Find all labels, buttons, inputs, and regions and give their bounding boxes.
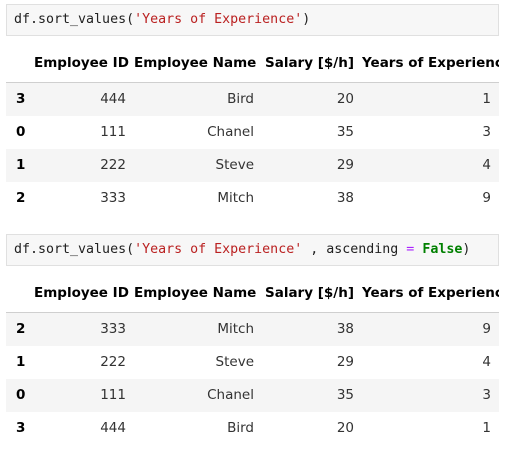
table-row: 3 444 Bird 20 1 [6, 412, 499, 445]
cell-salary: 29 [336, 157, 354, 173]
cell-years: 1 [482, 420, 491, 436]
column-header-employee-name: Employee Name [134, 274, 262, 313]
code-input-2[interactable]: df.sort_values('Years of Experience' , a… [6, 234, 499, 266]
cell-salary: 38 [336, 190, 354, 206]
cell-years: 9 [482, 321, 491, 338]
code-text: ) [302, 12, 311, 27]
table-row: 1 222 Steve 29 4 [6, 346, 499, 379]
cell-years: 9 [482, 190, 491, 206]
cell-employee-name: Bird [227, 420, 254, 436]
cell-employee-name: Bird [227, 91, 254, 108]
cell-employee-id: 444 [100, 91, 126, 108]
table-row: 3 444 Bird 20 1 [6, 82, 499, 116]
cell-salary: 35 [336, 124, 354, 140]
cell-employee-name: Steve [215, 157, 254, 173]
table-header-row: Employee ID Employee Name Salary [$/h] Y… [6, 44, 499, 83]
cell-employee-id: 111 [100, 124, 126, 140]
row-index: 1 [16, 157, 26, 173]
column-header-index [6, 274, 34, 313]
column-header-employee-id: Employee ID [34, 274, 134, 313]
cell-employee-name: Chanel [207, 124, 254, 140]
row-index: 3 [16, 420, 26, 436]
cell-employee-name: Mitch [217, 190, 254, 206]
column-header-salary: Salary [$/h] [262, 44, 362, 83]
cell-salary: 20 [336, 420, 354, 436]
cell-employee-id: 444 [100, 420, 126, 436]
column-header-years: Years of Experience [362, 274, 499, 313]
cell-salary: 20 [336, 91, 354, 108]
table-row: 1 222 Steve 29 4 [6, 148, 499, 182]
cell-employee-id: 333 [100, 321, 126, 338]
cell-salary: 29 [336, 354, 354, 370]
notebook-cell-2: df.sort_values('Years of Experience' , a… [6, 234, 499, 266]
row-index: 0 [16, 124, 26, 140]
cell-employee-name: Mitch [217, 321, 254, 338]
table-row: 0 111 Chanel 35 3 [6, 378, 499, 412]
code-keyword: False [422, 242, 463, 257]
dataframe-table: Employee ID Employee Name Salary [$/h] Y… [6, 44, 499, 215]
code-text: df.sort_values( [14, 12, 135, 27]
cell-employee-name: Chanel [207, 387, 254, 403]
row-index: 3 [16, 91, 26, 108]
cell-employee-id: 222 [100, 157, 126, 173]
dataframe-table: Employee ID Employee Name Salary [$/h] Y… [6, 274, 499, 445]
output-table-2: Employee ID Employee Name Salary [$/h] Y… [6, 274, 499, 445]
cell-years: 4 [482, 157, 491, 173]
cell-years: 3 [482, 387, 491, 403]
cell-employee-id: 111 [100, 387, 126, 403]
code-operator: = [406, 242, 415, 257]
row-index: 1 [16, 354, 26, 370]
cell-years: 4 [482, 354, 491, 370]
cell-years: 1 [482, 91, 491, 108]
row-index: 0 [16, 387, 26, 403]
cell-salary: 35 [336, 387, 354, 403]
table-row: 0 111 Chanel 35 3 [6, 116, 499, 149]
code-text: df.sort_values( [14, 242, 135, 257]
code-string: 'Years of Experience' [134, 12, 303, 27]
cell-salary: 38 [336, 321, 354, 338]
cell-years: 3 [482, 124, 491, 140]
row-index: 2 [16, 321, 26, 338]
code-input-1[interactable]: df.sort_values('Years of Experience') [6, 4, 499, 36]
column-header-index [6, 44, 34, 83]
table-row: 2 333 Mitch 38 9 [6, 312, 499, 346]
code-text: , ascending [302, 242, 407, 257]
output-table-1: Employee ID Employee Name Salary [$/h] Y… [6, 44, 499, 215]
column-header-years: Years of Experience [362, 44, 499, 83]
cell-employee-id: 222 [100, 354, 126, 370]
column-header-employee-name: Employee Name [134, 44, 262, 83]
table-header-row: Employee ID Employee Name Salary [$/h] Y… [6, 274, 499, 313]
table-row: 2 333 Mitch 38 9 [6, 182, 499, 215]
column-header-employee-id: Employee ID [34, 44, 134, 83]
code-text: ) [462, 242, 471, 257]
column-header-salary: Salary [$/h] [262, 274, 362, 313]
row-index: 2 [16, 190, 26, 206]
notebook-cell-1: df.sort_values('Years of Experience') [6, 4, 499, 36]
cell-employee-name: Steve [215, 354, 254, 370]
code-string: 'Years of Experience' [134, 242, 303, 257]
cell-employee-id: 333 [100, 190, 126, 206]
